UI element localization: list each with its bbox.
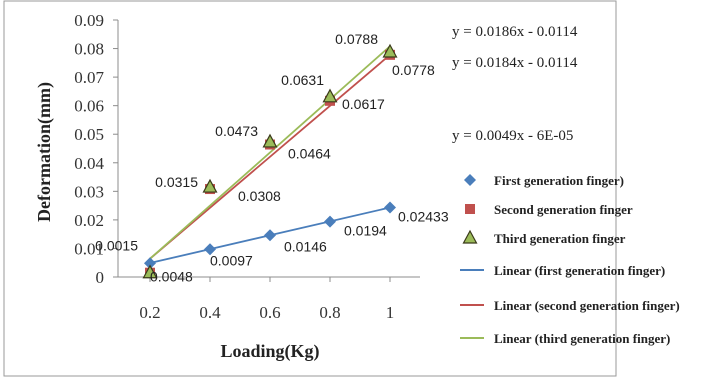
y-tick-label: 0.04 <box>74 154 104 173</box>
y-tick-label: 0.05 <box>74 125 104 144</box>
trendline-equations: y = 0.0186x - 0.0114 y = 0.0184x - 0.0114… <box>452 24 578 144</box>
trendline-third <box>149 45 391 260</box>
trendline-second <box>149 54 391 260</box>
first-gen-point <box>324 215 336 228</box>
legend-marker <box>462 229 478 244</box>
x-tick-label: 0.6 <box>259 303 280 322</box>
first-gen-data-label: 0.02433 <box>398 209 449 225</box>
third-gen-data-label: 0.0315 <box>155 174 198 190</box>
second-gen-data-label: 0.0617 <box>342 96 385 112</box>
legend-label: Linear (second generation finger) <box>494 298 680 313</box>
legend: First generation finger) Second generatio… <box>460 173 680 346</box>
trendline-equation: y = 0.0049x - 6E-05 <box>452 128 573 144</box>
y-tick-label: 0.03 <box>74 182 104 201</box>
second-gen-data-label: 0.0308 <box>238 188 281 204</box>
plot-area: 0 0.01 0.02 0.03 0.04 0.05 0.06 0.07 0.08 0.09 0.2… <box>74 11 449 322</box>
legend-marker <box>464 174 476 186</box>
x-tick-label: 0.2 <box>139 303 160 322</box>
third-gen-point <box>322 88 338 103</box>
legend-label: Linear (third generation finger) <box>494 331 670 346</box>
legend-label: First generation finger) <box>494 173 624 188</box>
trendline-equation: y = 0.0186x - 0.0114 <box>452 24 578 40</box>
first-gen-point <box>144 257 156 270</box>
third-gen-point <box>142 264 158 279</box>
trendline-equation: y = 0.0184x - 0.0114 <box>452 55 578 71</box>
third-gen-point <box>382 43 398 58</box>
second-gen-data-label: 0.0778 <box>392 62 435 78</box>
legend-marker <box>465 204 475 214</box>
third-gen-point <box>262 133 278 148</box>
third-gen-data-label: 0.0631 <box>281 72 324 88</box>
x-axis-title: Loading(Kg) <box>220 341 319 362</box>
y-tick-label: 0.09 <box>74 11 104 30</box>
second-gen-data-label: 0.0015 <box>95 238 138 254</box>
y-tick-label: 0.07 <box>74 68 104 87</box>
legend-label: Second generation finger <box>494 202 633 217</box>
second-gen-data-label: 0.0464 <box>288 146 331 162</box>
x-tick-label: 1 <box>386 303 395 322</box>
first-gen-data-label: 0.0097 <box>210 252 253 268</box>
third-gen-data-label: 0.0788 <box>335 31 378 47</box>
first-gen-data-label: 0.0194 <box>344 223 387 239</box>
first-gen-point <box>264 229 276 242</box>
first-gen-point <box>384 201 396 214</box>
y-axis-title: Deformation(mm) <box>34 82 55 222</box>
legend-label: Linear (first generation finger) <box>494 263 665 278</box>
first-gen-point <box>204 243 216 256</box>
legend-label: Third generation finger <box>494 231 626 246</box>
x-tick-label: 0.4 <box>199 303 221 322</box>
chart-frame <box>3 0 617 377</box>
y-tick-label: 0.01 <box>74 239 104 258</box>
first-gen-data-label: 0.0048 <box>150 268 193 284</box>
x-tick-label: 0.8 <box>319 303 340 322</box>
y-tick-label: 0.02 <box>74 211 104 230</box>
third-gen-point <box>202 178 218 193</box>
y-tick-label: 0.06 <box>74 97 104 116</box>
first-gen-data-label: 0.0146 <box>284 238 327 254</box>
y-tick-label: 0 <box>96 268 105 287</box>
third-gen-data-label: 0.0473 <box>215 123 258 139</box>
y-tick-label: 0.08 <box>74 40 104 59</box>
